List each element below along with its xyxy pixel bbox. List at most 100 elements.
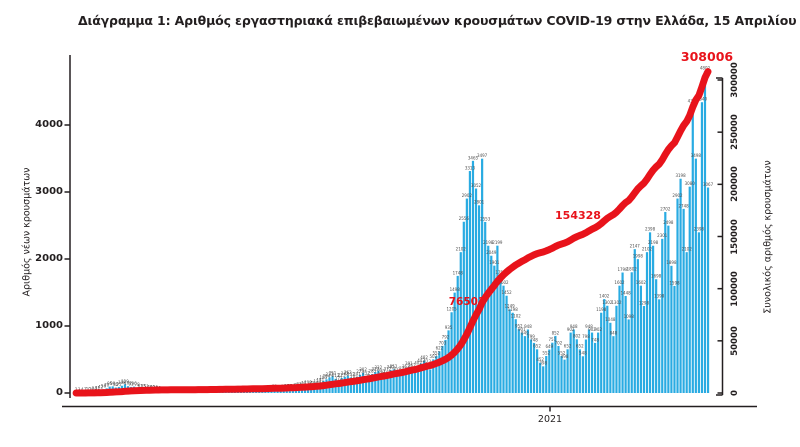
svg-text:848: 848 (610, 331, 618, 336)
svg-text:548: 548 (579, 351, 587, 356)
svg-text:748: 748 (530, 337, 538, 342)
y-left-tick-label: 4000 (35, 118, 63, 130)
svg-text:352: 352 (390, 364, 398, 369)
svg-text:702: 702 (555, 340, 563, 345)
svg-text:798: 798 (582, 334, 590, 339)
svg-text:2498: 2498 (663, 220, 674, 225)
svg-text:2102: 2102 (682, 247, 693, 252)
y-left-tick-label: 3000 (35, 185, 63, 197)
svg-text:952: 952 (515, 324, 523, 329)
svg-text:792: 792 (442, 334, 450, 339)
svg-text:852: 852 (552, 330, 560, 335)
svg-text:183: 183 (350, 375, 358, 380)
svg-text:151: 151 (317, 377, 325, 382)
svg-text:99: 99 (110, 381, 116, 386)
svg-text:103: 103 (301, 381, 309, 386)
svg-text:1198: 1198 (508, 307, 519, 312)
svg-text:262: 262 (344, 370, 352, 375)
svg-text:1498: 1498 (450, 287, 461, 292)
svg-text:901: 901 (518, 327, 526, 332)
svg-text:3497: 3497 (477, 153, 488, 158)
svg-text:2398: 2398 (694, 227, 705, 232)
svg-text:902: 902 (567, 327, 575, 332)
svg-text:129: 129 (121, 379, 129, 384)
cumulative-annotation-2: 154328 (555, 209, 601, 222)
svg-text:2556: 2556 (459, 216, 470, 221)
svg-text:96: 96 (132, 381, 138, 386)
svg-text:935: 935 (445, 325, 453, 330)
svg-text:352: 352 (402, 364, 410, 369)
svg-text:283: 283 (378, 368, 386, 373)
svg-text:223: 223 (338, 372, 346, 377)
svg-text:902: 902 (594, 327, 602, 332)
svg-text:1751: 1751 (495, 270, 506, 275)
svg-text:622: 622 (436, 346, 444, 351)
svg-text:312: 312 (384, 367, 392, 372)
svg-text:3498: 3498 (691, 153, 702, 158)
svg-text:7: 7 (84, 387, 87, 392)
svg-text:322: 322 (399, 366, 407, 371)
svg-text:1448: 1448 (621, 290, 632, 295)
svg-text:10: 10 (86, 387, 92, 392)
axis-spines (62, 55, 757, 412)
svg-text:172: 172 (335, 376, 343, 381)
svg-text:4802: 4802 (700, 66, 711, 71)
svg-text:108: 108 (118, 380, 126, 385)
svg-text:802: 802 (573, 334, 581, 339)
svg-text:2049: 2049 (486, 250, 497, 255)
y-left-tick-label: 1000 (35, 319, 63, 331)
svg-text:302: 302 (393, 367, 401, 372)
y-left-tick-label: 2000 (35, 252, 63, 264)
svg-text:3080: 3080 (685, 181, 696, 186)
svg-text:552: 552 (433, 350, 441, 355)
svg-text:4: 4 (81, 387, 84, 392)
svg-text:948: 948 (570, 324, 578, 329)
svg-text:849: 849 (521, 331, 529, 336)
svg-text:502: 502 (429, 354, 437, 359)
svg-text:1198: 1198 (596, 307, 607, 312)
svg-text:302: 302 (359, 367, 367, 372)
svg-text:3198: 3198 (675, 173, 686, 178)
svg-text:3: 3 (78, 387, 81, 392)
svg-text:948: 948 (585, 324, 593, 329)
svg-text:748: 748 (591, 337, 599, 342)
svg-text:78: 78 (135, 382, 141, 387)
svg-text:342: 342 (387, 364, 395, 369)
svg-text:273: 273 (356, 369, 364, 374)
svg-text:51: 51 (144, 384, 150, 389)
svg-text:423: 423 (423, 359, 431, 364)
svg-text:2748: 2748 (679, 203, 690, 208)
svg-text:1098: 1098 (624, 314, 635, 319)
svg-text:1698: 1698 (651, 274, 662, 279)
svg-text:1901: 1901 (489, 260, 500, 265)
svg-text:1452: 1452 (501, 290, 512, 295)
svg-text:1602: 1602 (498, 280, 509, 285)
svg-text:2801: 2801 (474, 200, 485, 205)
svg-text:703: 703 (439, 340, 447, 345)
svg-text:1249: 1249 (505, 304, 516, 309)
svg-text:402: 402 (414, 360, 422, 365)
svg-text:2702: 2702 (660, 206, 671, 211)
svg-text:3465: 3465 (468, 155, 479, 160)
svg-text:1748: 1748 (453, 270, 464, 275)
svg-text:1598: 1598 (669, 280, 680, 285)
svg-text:31: 31 (95, 385, 101, 390)
svg-text:1398: 1398 (654, 294, 665, 299)
svg-text:552: 552 (542, 350, 550, 355)
y-left-tick-label: 0 (56, 386, 63, 398)
svg-text:2301: 2301 (657, 233, 668, 238)
svg-text:91: 91 (116, 381, 122, 386)
svg-text:391: 391 (405, 361, 413, 366)
svg-text:3067: 3067 (703, 182, 714, 187)
svg-text:1102: 1102 (511, 314, 522, 319)
svg-text:1802: 1802 (627, 267, 638, 272)
cumulative-cases-line (72, 68, 712, 397)
svg-text:948: 948 (524, 324, 532, 329)
svg-text:233: 233 (326, 372, 334, 377)
svg-text:82: 82 (113, 382, 119, 387)
svg-text:2102: 2102 (642, 247, 653, 252)
svg-text:1302: 1302 (611, 300, 622, 305)
svg-text:241: 241 (353, 371, 361, 376)
svg-text:102: 102 (124, 381, 132, 386)
svg-text:1048: 1048 (605, 317, 616, 322)
